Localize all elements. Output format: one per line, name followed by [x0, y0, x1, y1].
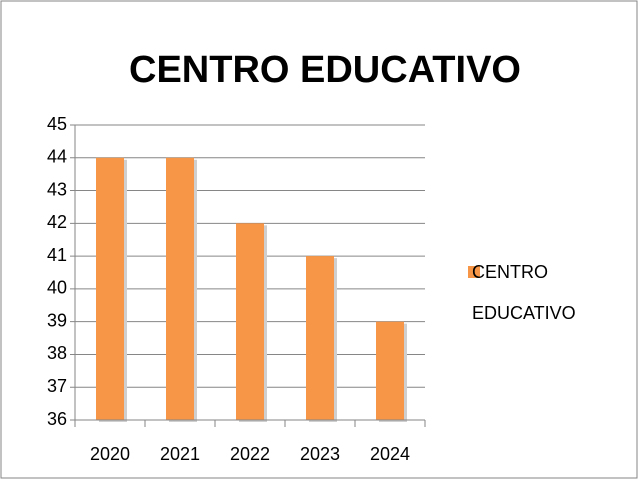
bar [236, 223, 264, 420]
x-tick-label: 2021 [160, 444, 200, 464]
x-tick-label: 2020 [90, 444, 130, 464]
y-tick-label: 45 [47, 114, 67, 134]
y-tick-label: 39 [47, 310, 67, 330]
bar [96, 157, 124, 420]
y-tick-label: 43 [47, 179, 67, 199]
x-tick-label: 2024 [370, 444, 410, 464]
y-tick-label: 44 [47, 147, 67, 167]
legend-swatch [468, 266, 480, 278]
bar [376, 321, 404, 420]
y-tick-label: 42 [47, 212, 67, 232]
y-tick-label: 41 [47, 245, 67, 265]
y-tick-label: 36 [47, 409, 67, 429]
x-tick-label: 2023 [300, 444, 340, 464]
y-tick-label: 38 [47, 343, 67, 363]
chart-title: CENTRO EDUCATIVO [129, 49, 521, 91]
y-tick-label: 37 [47, 376, 67, 396]
legend-label: CENTRO EDUCATIVO [472, 262, 576, 323]
bar [166, 157, 194, 420]
x-tick-label: 2022 [230, 444, 270, 464]
y-tick-label: 40 [47, 278, 67, 298]
bar [306, 256, 334, 420]
